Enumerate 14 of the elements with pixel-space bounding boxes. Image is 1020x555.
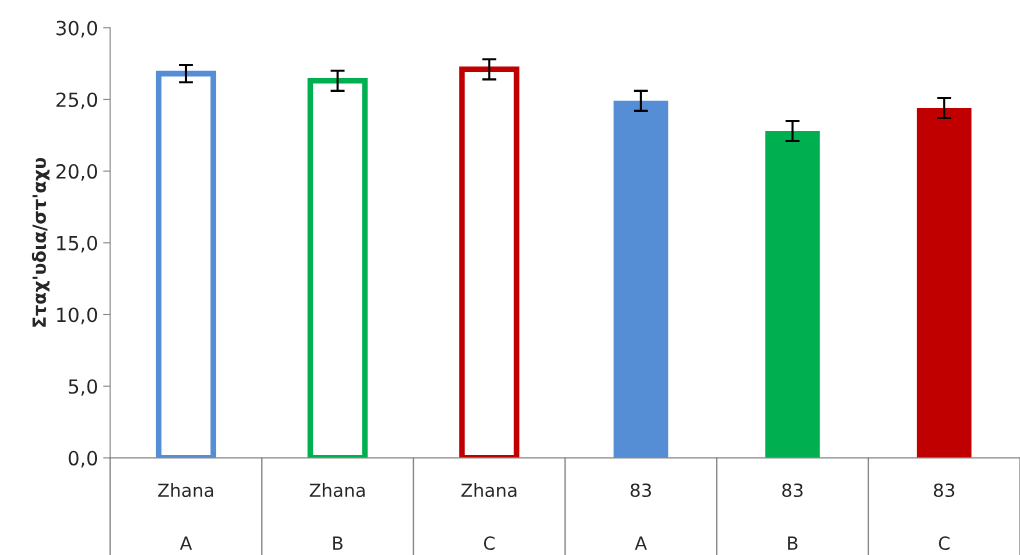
y-tick-label: 25,0 bbox=[56, 92, 98, 110]
category-label: 83 C bbox=[933, 483, 955, 550]
category-label: 83 A bbox=[630, 483, 651, 550]
category-label: Zhana C bbox=[461, 483, 517, 550]
category-label: Zhana A bbox=[158, 483, 214, 550]
y-tick-label: 30,0 bbox=[56, 20, 98, 38]
y-tick-label: 5,0 bbox=[68, 379, 98, 396]
y-tick-label: 15,0 bbox=[57, 235, 98, 253]
category-label: 83 B bbox=[782, 483, 803, 550]
y-tick-label: 0,0 bbox=[68, 450, 98, 468]
y-tick-label: 10,0 bbox=[57, 307, 98, 325]
y-axis-title: Σταχ'υδια/στ'αχυ bbox=[31, 157, 50, 327]
category-label: Zhana B bbox=[309, 483, 365, 550]
y-tick-label: 20,0 bbox=[56, 164, 98, 181]
